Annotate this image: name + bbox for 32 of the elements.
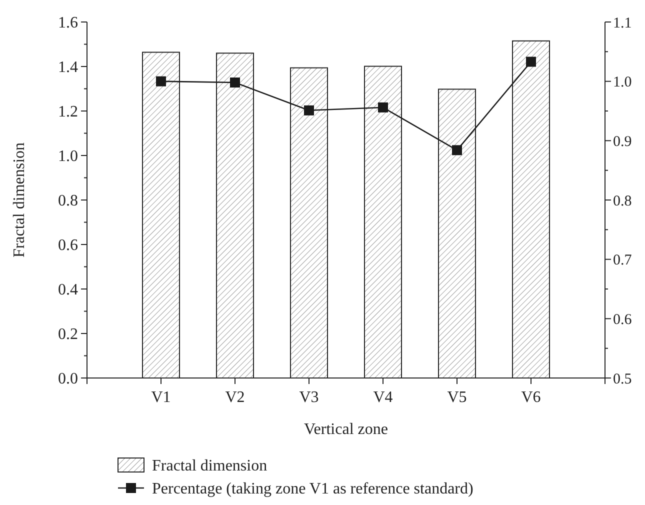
point <box>452 145 462 156</box>
y-tick-label: 0.8 <box>58 192 78 210</box>
y-tick-label: 1.6 <box>58 14 78 32</box>
y-tick-label: 0.0 <box>58 370 78 388</box>
y2-tick-label: 1.1 <box>613 15 632 32</box>
y-tick-label: 0.4 <box>58 282 78 299</box>
point <box>304 105 314 116</box>
y2-tick-label: 0.7 <box>613 252 632 269</box>
legend-label: Fractal dimension <box>152 458 268 475</box>
x-tick-label: V3 <box>299 389 319 406</box>
point <box>156 76 166 86</box>
y-tick-label: 0.6 <box>58 237 78 254</box>
y-tick-label: 1.0 <box>58 148 78 166</box>
y2-tick-label: 1.0 <box>613 74 632 91</box>
y-tick-label: 0.2 <box>58 326 78 344</box>
y2-tick-label: 0.9 <box>613 134 632 150</box>
y2-tick-label: 0.5 <box>613 371 632 388</box>
x-tick-label: V5 <box>447 389 467 406</box>
x-tick-label: V6 <box>521 389 541 406</box>
point <box>230 78 240 88</box>
x-tick-label: V1 <box>151 389 171 406</box>
y-axis-title: Fractal dimension <box>11 142 28 258</box>
point <box>378 102 388 112</box>
y-tick-label: 1.4 <box>58 59 78 76</box>
x-axis-title: Vertical zone <box>304 421 388 438</box>
y2-tick-label: 0.8 <box>613 193 632 210</box>
legend-label: Percentage (taking zone V1 as reference standard) <box>152 480 474 498</box>
x-tick-label: V4 <box>373 389 393 406</box>
x-tick-label: V2 <box>225 389 245 406</box>
y-tick-label: 1.2 <box>58 104 78 121</box>
y2-tick-label: 0.6 <box>613 312 632 328</box>
point <box>526 56 536 67</box>
